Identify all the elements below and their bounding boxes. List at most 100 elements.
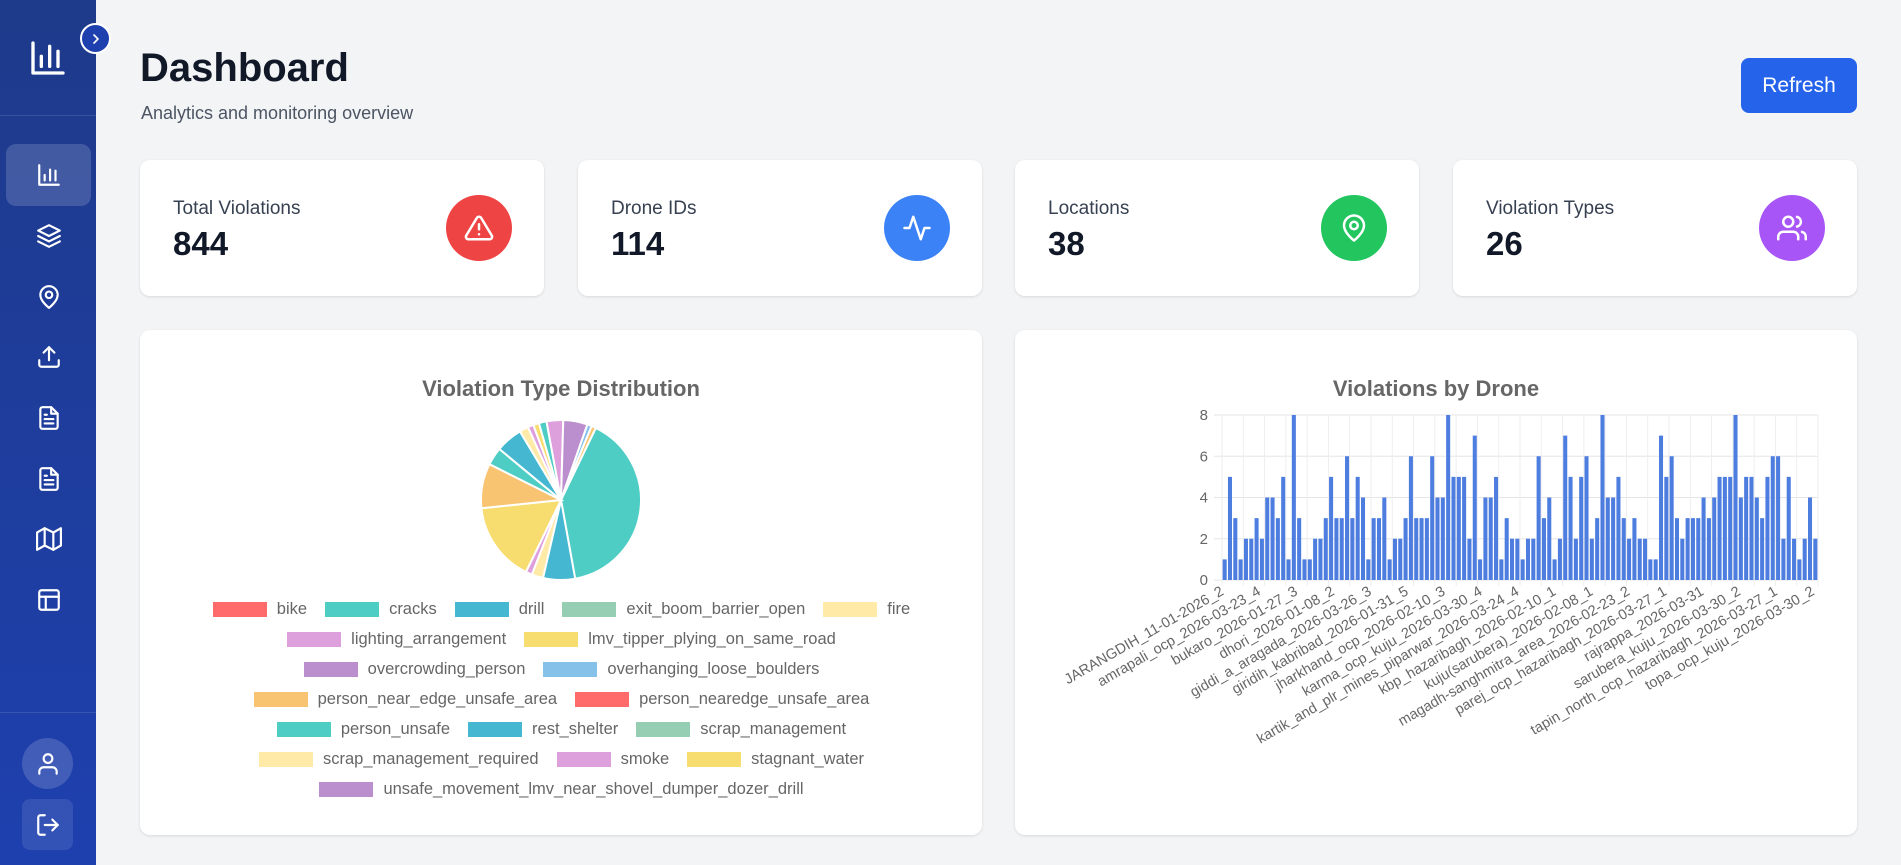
- bar[interactable]: [1462, 476, 1467, 580]
- bar[interactable]: [1243, 538, 1248, 580]
- bar[interactable]: [1717, 476, 1722, 580]
- bar[interactable]: [1531, 538, 1536, 580]
- bar[interactable]: [1728, 476, 1733, 580]
- bar[interactable]: [1360, 497, 1366, 581]
- bar[interactable]: [1712, 497, 1717, 581]
- bar[interactable]: [1302, 559, 1307, 580]
- bar[interactable]: [1706, 518, 1711, 580]
- bar[interactable]: [1424, 518, 1429, 580]
- bar[interactable]: [1472, 435, 1477, 580]
- bar[interactable]: [1350, 518, 1355, 580]
- bar[interactable]: [1536, 456, 1541, 580]
- bar[interactable]: [1515, 538, 1520, 580]
- bar[interactable]: [1733, 415, 1738, 580]
- refresh-button[interactable]: Refresh: [1741, 58, 1857, 113]
- bar[interactable]: [1478, 559, 1483, 580]
- bar[interactable]: [1334, 518, 1339, 580]
- legend-item[interactable]: overcrowding_person: [303, 660, 525, 679]
- legend-item[interactable]: scrap_management: [636, 720, 846, 739]
- bar[interactable]: [1600, 415, 1605, 580]
- bar[interactable]: [1552, 559, 1557, 580]
- bar[interactable]: [1754, 497, 1759, 581]
- bar[interactable]: [1259, 538, 1264, 580]
- bar[interactable]: [1557, 538, 1562, 580]
- legend-item[interactable]: exit_boom_barrier_open: [562, 600, 805, 619]
- bar[interactable]: [1254, 518, 1259, 580]
- bar[interactable]: [1286, 559, 1291, 580]
- sidebar-item-locations[interactable]: [6, 266, 91, 328]
- sidebar-item-upload[interactable]: [6, 326, 91, 388]
- bar[interactable]: [1451, 476, 1456, 580]
- sidebar-item-map[interactable]: [6, 508, 91, 570]
- bar[interactable]: [1621, 518, 1626, 580]
- bar[interactable]: [1701, 497, 1706, 581]
- bar[interactable]: [1690, 518, 1695, 580]
- bar[interactable]: [1392, 538, 1397, 580]
- bar[interactable]: [1786, 476, 1791, 580]
- bar[interactable]: [1658, 435, 1664, 580]
- legend-item[interactable]: cracks: [325, 600, 437, 619]
- bar[interactable]: [1595, 518, 1600, 580]
- legend-item[interactable]: unsafe_movement_lmv_near_shovel_dumper_d…: [319, 780, 804, 799]
- app-logo[interactable]: [0, 0, 96, 116]
- bar[interactable]: [1504, 518, 1509, 580]
- bar[interactable]: [1275, 518, 1280, 580]
- bar[interactable]: [1313, 538, 1318, 580]
- bar[interactable]: [1414, 518, 1419, 580]
- bar[interactable]: [1467, 538, 1472, 580]
- pie-slice[interactable]: [559, 426, 642, 580]
- bar[interactable]: [1674, 518, 1680, 580]
- bar[interactable]: [1664, 476, 1669, 580]
- bar[interactable]: [1632, 518, 1637, 580]
- bar[interactable]: [1722, 476, 1727, 580]
- bar[interactable]: [1398, 538, 1403, 580]
- pie-slice[interactable]: [480, 498, 563, 574]
- bar[interactable]: [1643, 538, 1648, 580]
- bar[interactable]: [1270, 497, 1275, 581]
- bar[interactable]: [1797, 559, 1802, 580]
- bar[interactable]: [1744, 476, 1749, 580]
- bar[interactable]: [1318, 538, 1323, 580]
- bar[interactable]: [1435, 497, 1440, 581]
- bar[interactable]: [1222, 559, 1227, 580]
- bar[interactable]: [1249, 538, 1254, 580]
- bar[interactable]: [1770, 456, 1775, 580]
- bar[interactable]: [1579, 476, 1584, 580]
- bar[interactable]: [1345, 456, 1350, 580]
- legend-item[interactable]: lmv_tipper_plying_on_same_road: [524, 630, 836, 649]
- bar[interactable]: [1573, 538, 1578, 580]
- legend-item[interactable]: smoke: [556, 750, 669, 769]
- bar[interactable]: [1265, 497, 1270, 581]
- legend-item[interactable]: fire: [823, 600, 910, 619]
- bar[interactable]: [1408, 456, 1413, 580]
- bar[interactable]: [1446, 415, 1451, 580]
- bar[interactable]: [1611, 497, 1616, 581]
- bar[interactable]: [1696, 518, 1701, 580]
- legend-item[interactable]: lighting_arrangement: [287, 630, 506, 649]
- bar[interactable]: [1589, 538, 1594, 580]
- bar[interactable]: [1765, 476, 1770, 580]
- legend-item[interactable]: person_nearedge_unsafe_area: [575, 690, 869, 709]
- bar[interactable]: [1563, 435, 1568, 580]
- bar[interactable]: [1760, 518, 1765, 580]
- bar[interactable]: [1281, 476, 1286, 580]
- bar[interactable]: [1403, 518, 1408, 580]
- user-profile-button[interactable]: [22, 738, 73, 789]
- bar[interactable]: [1323, 518, 1328, 580]
- sidebar-item-documents[interactable]: [6, 448, 91, 510]
- bar[interactable]: [1669, 456, 1674, 580]
- legend-item[interactable]: bike: [212, 600, 307, 619]
- bar[interactable]: [1376, 518, 1382, 580]
- bar[interactable]: [1238, 559, 1243, 580]
- sidebar-item-layers[interactable]: [6, 205, 91, 267]
- bar[interactable]: [1483, 497, 1488, 581]
- bar[interactable]: [1792, 538, 1797, 580]
- bar[interactable]: [1339, 518, 1344, 580]
- bar[interactable]: [1807, 497, 1813, 581]
- bar[interactable]: [1291, 415, 1296, 580]
- bar[interactable]: [1627, 538, 1632, 580]
- sidebar-toggle-button[interactable]: [80, 23, 111, 54]
- bar[interactable]: [1520, 559, 1525, 580]
- bar[interactable]: [1802, 538, 1807, 580]
- bar[interactable]: [1488, 497, 1493, 581]
